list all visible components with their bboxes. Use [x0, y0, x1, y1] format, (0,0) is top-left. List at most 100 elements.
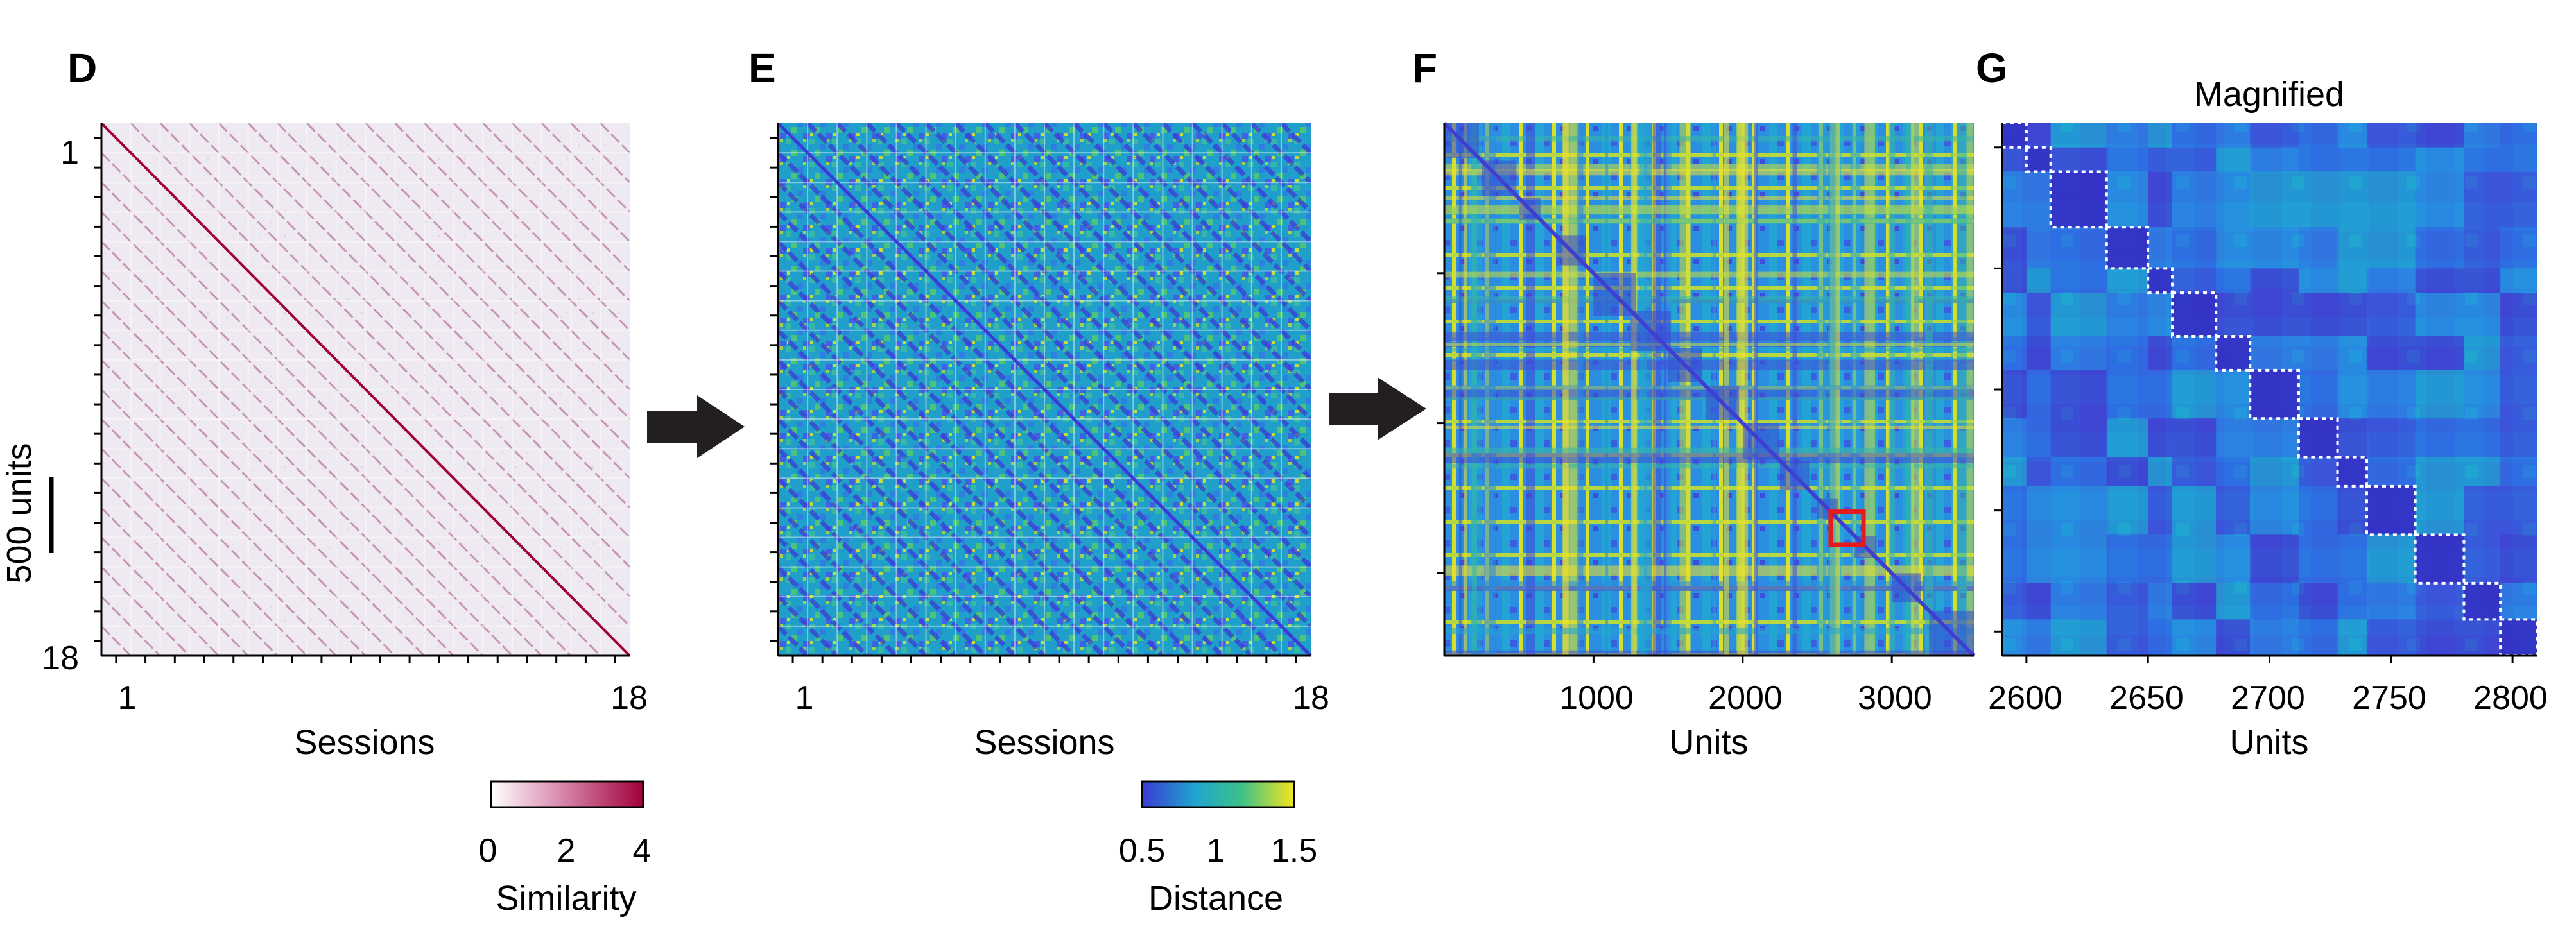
cluster-cell [2250, 534, 2299, 583]
cluster-cell [2298, 171, 2338, 228]
unit-band [1444, 586, 1974, 591]
cluster-cell [2216, 457, 2251, 486]
unit-band [1630, 123, 1637, 656]
cluster-cell [2216, 619, 2251, 656]
colorbar-distance-tick-1: 1 [1207, 832, 1225, 869]
session-pair-stripe [101, 566, 191, 656]
cluster-cell [2216, 486, 2251, 535]
cluster-cell [2002, 457, 2027, 486]
cluster-cell [2415, 227, 2464, 269]
session-pair-stripe [101, 536, 220, 656]
cluster-cell [2148, 486, 2173, 535]
cluster-cell [2172, 336, 2217, 370]
cluster-outline [2025, 146, 2052, 173]
unit-band [1444, 169, 1974, 176]
cluster-cell [2106, 171, 2148, 228]
cluster-cell [2500, 418, 2537, 457]
panel-letter-g: G [1976, 45, 2008, 91]
cluster-cell [2298, 268, 2338, 293]
cluster-cell [2106, 227, 2148, 269]
cluster-cell [2050, 268, 2107, 293]
cluster-cell [2500, 336, 2537, 370]
cluster-cell [2464, 457, 2501, 486]
cluster-cell [2250, 583, 2299, 620]
session-pair-stripe [218, 123, 630, 538]
session-pair-stripe [1072, 123, 1311, 362]
g-xtick-2800: 2800 [2473, 679, 2548, 717]
heatmap-g-blocks [2002, 123, 2537, 656]
cluster-cell [2172, 534, 2217, 583]
cluster-cell [2366, 171, 2416, 228]
axes-g [1994, 123, 2537, 663]
g-xtick-2650: 2650 [2109, 679, 2184, 717]
cluster-cell [2148, 619, 2173, 656]
session-pair-stripe [512, 123, 630, 243]
d-ytick-18: 18 [42, 640, 79, 677]
session-pair-stripe [778, 180, 1254, 656]
cluster-cell [2148, 293, 2173, 336]
colorbar-similarity-label: Similarity [496, 879, 636, 918]
session-pair-stripe [806, 123, 1311, 628]
f-xtick-2000: 2000 [1708, 679, 1783, 717]
cluster-cell [2337, 171, 2367, 228]
cluster-cell [2250, 418, 2299, 457]
session-pair-stripe [101, 152, 601, 656]
cluster-cell [2148, 457, 2173, 486]
cluster-outline [2049, 170, 2108, 229]
session-pair-stripe [335, 123, 630, 420]
unit-band [1444, 650, 1974, 656]
cluster-cell [2216, 583, 2251, 620]
cluster-cell [2050, 147, 2107, 172]
cluster-cell [2106, 534, 2148, 583]
panel-e: E 1 18 Sessions [748, 45, 1329, 762]
cluster-cell [2464, 486, 2501, 535]
unit-band [1444, 452, 1974, 463]
cluster-cell [2050, 171, 2107, 228]
panel-letter-d: D [67, 45, 97, 91]
cluster-cell [2298, 486, 2338, 535]
cluster-cell [2172, 583, 2217, 620]
cluster-cell [2500, 293, 2537, 336]
session-pair-stripe [778, 151, 1283, 656]
session-pair-stripe [101, 300, 454, 656]
cluster-cell [2106, 370, 2148, 419]
cluster-cell [2415, 370, 2464, 419]
cluster-cell [2298, 123, 2338, 148]
colorbar-distance-tick-2: 1.5 [1271, 832, 1317, 869]
cluster-cell [2148, 583, 2173, 620]
heatmap-e-diagonal [777, 122, 1312, 657]
cluster-outline [2365, 484, 2417, 536]
cluster-cell [2298, 227, 2338, 269]
session-pair-stripe [101, 595, 161, 656]
session-pair-stripe [778, 299, 1135, 656]
unit-band [1444, 447, 1974, 454]
cluster-cell [2250, 457, 2299, 486]
session-pair-stripe [1220, 123, 1311, 214]
cluster-cell [2026, 418, 2051, 457]
cluster-cell [2366, 336, 2416, 370]
cluster-cell [2216, 147, 2251, 172]
cluster-cell [2500, 534, 2537, 583]
cluster-cell [2337, 583, 2367, 620]
session-pair-stripe [778, 417, 1017, 656]
cluster-cell [2002, 418, 2027, 457]
session-pair-stripe [778, 565, 869, 656]
session-pair-stripe [1102, 123, 1311, 332]
cluster-cell [2002, 619, 2027, 656]
panel-f: F 1000 2000 3000 Units [1412, 45, 1976, 762]
colorbar-distance-label: Distance [1148, 879, 1283, 918]
cluster-cell [2050, 293, 2107, 336]
cluster-cell [2050, 534, 2107, 583]
session-pair-stripe [570, 123, 630, 184]
colorbar-similarity: 0 2 4 Similarity [479, 780, 651, 918]
cluster-cell [2172, 486, 2217, 535]
cluster-cell [2172, 370, 2217, 419]
g-xtick-2600: 2600 [1988, 679, 2062, 717]
cluster-cell [2106, 583, 2148, 620]
cluster-cell [2337, 147, 2367, 172]
heatmap-d-diagonal [100, 122, 631, 657]
session-pair-stripe [835, 123, 1311, 599]
cluster-outline [2215, 335, 2252, 372]
session-pair-stripe [894, 123, 1311, 540]
cluster-cell [2500, 457, 2537, 486]
